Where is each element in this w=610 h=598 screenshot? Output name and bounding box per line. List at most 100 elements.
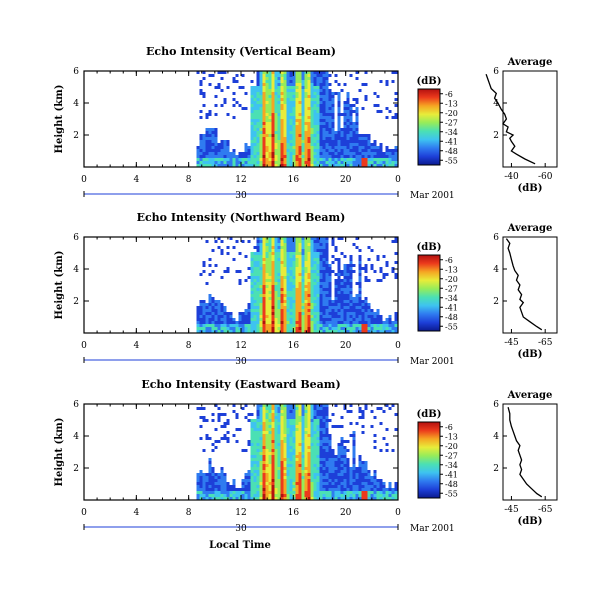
heatmap-cell (373, 476, 377, 479)
heatmap-cell (313, 74, 317, 77)
heatmap-cell (301, 419, 305, 422)
heatmap-cell (286, 422, 290, 425)
heatmap-cell (334, 464, 338, 467)
heatmap-cell (298, 294, 302, 297)
heatmap-cell (247, 485, 251, 488)
heatmap-cell (232, 155, 236, 158)
heatmap-cell (322, 134, 326, 137)
heatmap-cell (394, 494, 398, 497)
heatmap-cell (277, 488, 281, 491)
heatmap-cell (205, 149, 209, 152)
heatmap-cell (205, 146, 209, 149)
heatmap-cell (259, 422, 263, 425)
heatmap-cell (328, 158, 332, 161)
heatmap-cell (328, 92, 332, 95)
heatmap-cell (244, 161, 248, 164)
heatmap-cell (328, 443, 332, 446)
heatmap-cell (277, 315, 281, 318)
heatmap-cell (253, 149, 257, 152)
heatmap-cell (259, 164, 263, 167)
heatmap-cell (295, 86, 299, 89)
heatmap-cell (244, 479, 248, 482)
heatmap-cell (388, 497, 392, 500)
heatmap-cell (316, 164, 320, 167)
heatmap-cell (337, 131, 341, 134)
heatmap-cell (313, 104, 317, 107)
heatmap-cell (307, 77, 311, 80)
heatmap-cell (283, 140, 287, 143)
heatmap-cell (385, 488, 389, 491)
heatmap-cell (271, 80, 275, 83)
heatmap-cell (256, 407, 260, 410)
heatmap-cell (196, 71, 200, 74)
heatmap-cell (364, 321, 368, 324)
heatmap-cell (343, 134, 347, 137)
heatmap-cell (265, 452, 269, 455)
heatmap-cell (310, 422, 314, 425)
heatmap-cell (289, 488, 293, 491)
heatmap-cell (313, 413, 317, 416)
heatmap-cell (319, 452, 323, 455)
heatmap-cell (307, 131, 311, 134)
heatmap-cell (316, 83, 320, 86)
heatmap-cell (199, 416, 203, 419)
heatmap-cell (358, 473, 362, 476)
heatmap-cell (331, 470, 335, 473)
heatmap-cell (268, 71, 272, 74)
heatmap-cell (307, 488, 311, 491)
heatmap-cell (268, 446, 272, 449)
heatmap-cell (259, 410, 263, 413)
heatmap-cell (202, 303, 206, 306)
heatmap-cell (274, 324, 278, 327)
heatmap-cell (274, 83, 278, 86)
profile-title: Average (507, 223, 553, 234)
heatmap-cell (256, 309, 260, 312)
heatmap-cell (265, 98, 269, 101)
heatmap-cell (283, 113, 287, 116)
heatmap-cell (259, 461, 263, 464)
heatmap-cell (247, 152, 251, 155)
heatmap-cell (364, 279, 368, 282)
heatmap-cell (349, 288, 353, 291)
heatmap-cell (229, 330, 233, 333)
heatmap-cell (208, 318, 212, 321)
heatmap-cell (250, 494, 254, 497)
heatmap-cell (310, 152, 314, 155)
heatmap-cell (394, 240, 398, 243)
heatmap-cell (304, 312, 308, 315)
heatmap-cell (349, 258, 353, 261)
heatmap-cell (268, 291, 272, 294)
heatmap-cell (223, 318, 227, 321)
heatmap-cell (379, 149, 383, 152)
heatmap-cell (256, 240, 260, 243)
heatmap-cell (295, 240, 299, 243)
heatmap-cell (217, 143, 221, 146)
heatmap-cell (271, 116, 275, 119)
heatmap-cell (340, 464, 344, 467)
heatmap-cell (289, 237, 293, 240)
heatmap-cell (211, 413, 215, 416)
heatmap-cell (364, 161, 368, 164)
heatmap-cell (220, 315, 224, 318)
heatmap-cell (274, 77, 278, 80)
heatmap-cell (208, 131, 212, 134)
heatmap-cell (274, 143, 278, 146)
panel-1: Echo Intensity (Vertical Beam)Height (km… (54, 45, 558, 201)
heatmap-cell (250, 318, 254, 321)
heatmap-cell (295, 267, 299, 270)
heatmap-cell (343, 264, 347, 267)
heatmap-cell (211, 128, 215, 131)
heatmap-cell (274, 113, 278, 116)
heatmap-cell (286, 315, 290, 318)
heatmap-cell (262, 164, 266, 167)
heatmap-cell (199, 473, 203, 476)
heatmap-cell (310, 80, 314, 83)
heatmap-cell (355, 297, 359, 300)
heatmap-cell (283, 122, 287, 125)
heatmap-cell (214, 440, 218, 443)
heatmap-cell (196, 318, 200, 321)
heatmap-cell (220, 143, 224, 146)
heatmap-cell (319, 95, 323, 98)
heatmap-cell (259, 270, 263, 273)
heatmap-cell (304, 95, 308, 98)
